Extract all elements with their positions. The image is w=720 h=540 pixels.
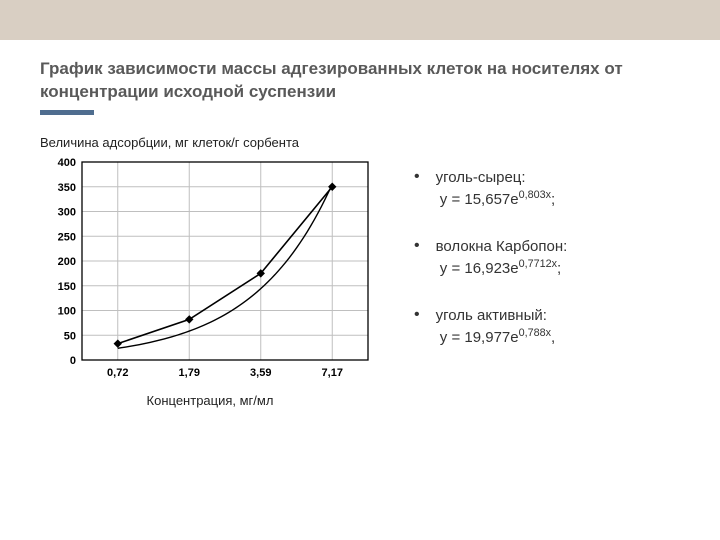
x-axis-label: Концентрация, мг/мл bbox=[40, 393, 380, 408]
svg-text:50: 50 bbox=[64, 330, 76, 342]
svg-text:1,79: 1,79 bbox=[179, 367, 200, 379]
svg-text:7,17: 7,17 bbox=[322, 367, 343, 379]
bullet-icon: • bbox=[414, 236, 420, 255]
equation-text: волокна Карбопон: y = 16,923e0,7712x; bbox=[436, 236, 568, 279]
bullet-icon: • bbox=[414, 305, 420, 324]
svg-text:0,72: 0,72 bbox=[107, 367, 128, 379]
equation-item: • волокна Карбопон: y = 16,923e0,7712x; bbox=[414, 236, 567, 279]
y-axis-label: Величина адсорбции, мг клеток/г сорбента bbox=[40, 135, 380, 150]
equation-text: уголь активный: y = 19,977e0,788x, bbox=[436, 305, 556, 348]
equation-item: • уголь-сырец: y = 15,657e0,803x; bbox=[414, 167, 567, 210]
svg-text:100: 100 bbox=[58, 305, 76, 317]
svg-text:0: 0 bbox=[70, 355, 76, 367]
chart-area: Величина адсорбции, мг клеток/г сорбента… bbox=[40, 135, 380, 408]
svg-text:3,59: 3,59 bbox=[250, 367, 271, 379]
equation-list: • уголь-сырец: y = 15,657e0,803x; • воло… bbox=[414, 167, 567, 374]
svg-text:300: 300 bbox=[58, 206, 76, 218]
svg-text:150: 150 bbox=[58, 281, 76, 293]
svg-text:250: 250 bbox=[58, 231, 76, 243]
svg-text:200: 200 bbox=[58, 256, 76, 268]
accent-bar bbox=[40, 110, 94, 115]
svg-text:350: 350 bbox=[58, 182, 76, 194]
top-color-band bbox=[0, 0, 720, 40]
equation-item: • уголь активный: y = 19,977e0,788x, bbox=[414, 305, 567, 348]
bullet-icon: • bbox=[414, 167, 420, 186]
equation-text: уголь-сырец: y = 15,657e0,803x; bbox=[436, 167, 556, 210]
slide-title: График зависимости массы адгезированных … bbox=[40, 58, 680, 104]
svg-text:400: 400 bbox=[58, 157, 76, 169]
line-chart: 0 50 100 150 200 250 300 350 400 0,72 1,79 3,59 7,17 bbox=[40, 154, 380, 384]
